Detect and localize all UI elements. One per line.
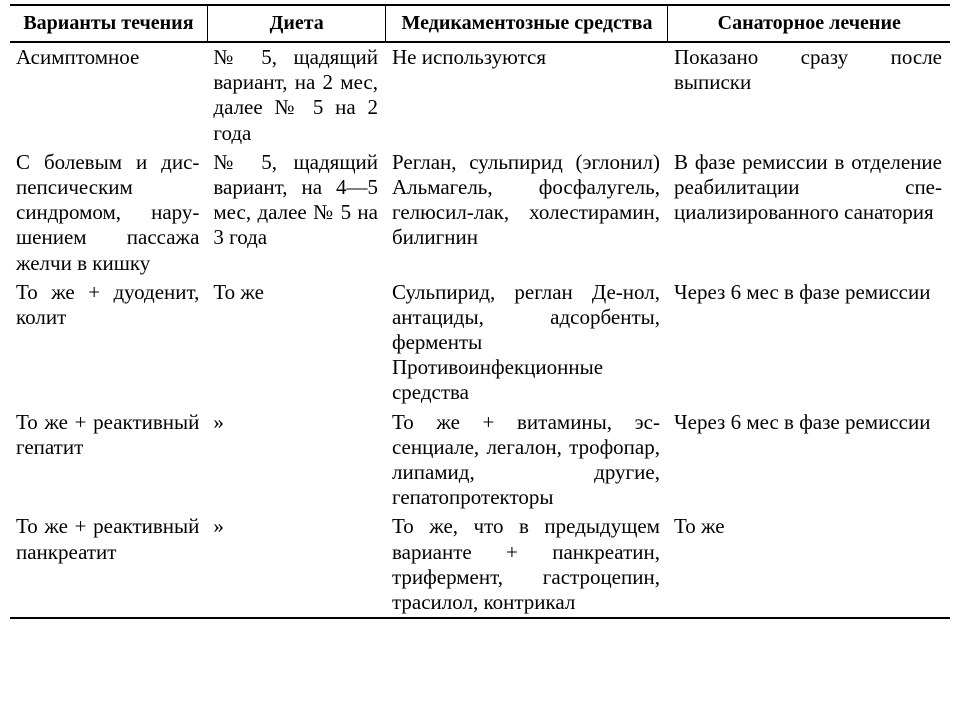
cell-diet: »: [207, 512, 386, 618]
cell-diet: »: [207, 408, 386, 513]
col-header-diet: Диета: [207, 5, 386, 42]
cell-sanatorium: Показано сразу после выписки: [668, 42, 950, 148]
table-row: То же + реактив­ный панкреатит » То же, …: [10, 512, 950, 618]
cell-meds: То же, что в преды­дущем варианте + пан­…: [386, 512, 668, 618]
col-header-variant: Варианты течения: [10, 5, 207, 42]
col-header-sanatorium: Санаторное лечение: [668, 5, 950, 42]
cell-sanatorium: В фазе ремиссии в отделение реа­билитаци…: [668, 148, 950, 278]
cell-sanatorium: Через 6 мес в фазе ремиссии: [668, 278, 950, 408]
cell-variant: То же + реактив­ный гепатит: [10, 408, 207, 513]
cell-variant: То же + дуоденит, колит: [10, 278, 207, 408]
cell-meds: Не используются: [386, 42, 668, 148]
treatment-table: Варианты течения Диета Медикаментозные с…: [10, 4, 950, 619]
col-header-meds: Медикаментозные средства: [386, 5, 668, 42]
table-row: С болевым и дис­пепсическим синдромом, н…: [10, 148, 950, 278]
cell-variant: То же + реактив­ный панкреатит: [10, 512, 207, 618]
cell-variant: Асимптомное: [10, 42, 207, 148]
cell-meds: То же + витамины, эс­сенциале, легалон, …: [386, 408, 668, 513]
cell-diet: То же: [207, 278, 386, 408]
cell-sanatorium: То же: [668, 512, 950, 618]
cell-variant: С болевым и дис­пепсическим синдромом, н…: [10, 148, 207, 278]
table-row: То же + реактив­ный гепатит » То же + ви…: [10, 408, 950, 513]
cell-meds: Реглан, сульпирид (эг­лонил) Альмагель, …: [386, 148, 668, 278]
cell-sanatorium: Через 6 мес в фазе ремиссии: [668, 408, 950, 513]
cell-diet: № 5, щадящий вариант, на 2 мес, далее № …: [207, 42, 386, 148]
table-row: Асимптомное № 5, щадящий вариант, на 2 м…: [10, 42, 950, 148]
cell-diet: № 5, щадящий вариант, на 4—5 мес, далее …: [207, 148, 386, 278]
cell-meds: Сульпирид, реглан Де-нол, антациды, ад­с…: [386, 278, 668, 408]
table-row: То же + дуоденит, колит То же Сульпирид,…: [10, 278, 950, 408]
table-header: Варианты течения Диета Медикаментозные с…: [10, 5, 950, 42]
